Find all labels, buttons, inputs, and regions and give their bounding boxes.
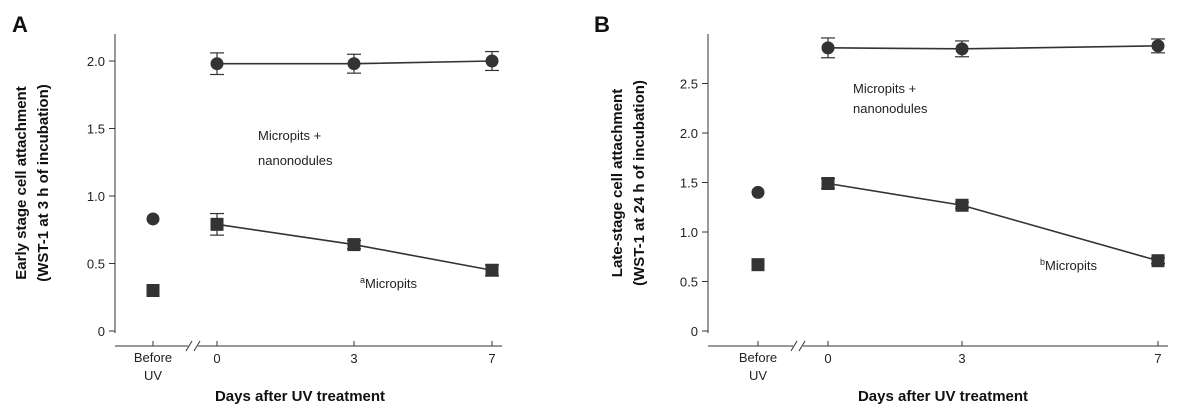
y-tick-label: 1.0 (680, 225, 698, 240)
data-point (1151, 39, 1165, 53)
series-circle: Micropits + nanonodules (146, 50, 499, 226)
series-label-text: Micropits (1045, 258, 1098, 273)
x-axis-title: Days after UV treatment (215, 388, 385, 405)
x-axis-title: Days after UV treatment (858, 388, 1028, 405)
axis-break-mark (790, 340, 798, 352)
x-tick-label: 7 (1154, 351, 1161, 366)
data-point (347, 238, 361, 252)
before-uv-label: UV (144, 368, 162, 383)
y-tick-label: 0.5 (87, 257, 105, 272)
y-tick-label: 0.5 (680, 275, 698, 290)
y-tick-label: 0 (98, 324, 105, 339)
y-tick-label: 2.0 (680, 126, 698, 141)
series-square: aMicropits (146, 212, 499, 297)
x-tick-label: 3 (350, 351, 357, 366)
y-axis-title: (WST-1 at 3 h of incubation) (35, 84, 52, 282)
series-circle: Micropits + nanonodules (751, 37, 1165, 199)
panel-label: B (594, 12, 610, 37)
data-point-before-uv (751, 185, 765, 199)
y-tick-label: 0 (691, 324, 698, 339)
axis-break-mark (185, 340, 193, 352)
series-square: bMicropits (751, 176, 1165, 273)
series-line (827, 45, 1159, 50)
data-point-before-uv (146, 284, 160, 297)
data-point (485, 263, 499, 277)
x-tick-label: 3 (958, 351, 965, 366)
series-label: bMicropits (1040, 257, 1098, 273)
data-point-before-uv (146, 212, 160, 226)
y-tick-label: 1.5 (87, 122, 105, 137)
data-point (1151, 254, 1165, 268)
axis-break-mark (798, 340, 806, 352)
series-label: aMicropits (360, 275, 418, 291)
y-axis-title: Early stage cell attachment (13, 86, 30, 279)
series-label: Micropits + (258, 128, 321, 143)
y-axis-title: (WST-1 at 24 h of incubation) (631, 80, 648, 286)
before-uv-label: Before (739, 350, 777, 365)
data-point-before-uv (751, 258, 765, 272)
chart-panel-b: B 0 0.5 1.0 1.5 2.0 2.5 0 3 7 Before UV Days after U… (594, 12, 1168, 405)
data-point (821, 41, 835, 55)
series-label: nanonodules (853, 101, 928, 116)
y-axis-title: Late-stage cell attachment (609, 89, 626, 277)
data-point (485, 54, 499, 68)
y-tick-label: 2.0 (87, 54, 105, 69)
data-point (210, 217, 224, 231)
before-uv-label: Before (134, 350, 172, 365)
y-tick-label: 1.0 (87, 189, 105, 204)
x-tick-label: 7 (488, 351, 495, 366)
data-point (955, 42, 969, 56)
data-point (347, 57, 361, 71)
series-label-superscript: a (360, 275, 365, 285)
x-tick-label: 0 (213, 351, 220, 366)
series-label: nanonodules (258, 153, 333, 168)
panel-label: A (12, 12, 28, 37)
x-tick-label: 0 (824, 351, 831, 366)
series-label-superscript: b (1040, 257, 1045, 267)
series-label-text: Micropits (365, 276, 418, 291)
data-point (955, 198, 969, 212)
series-line (827, 182, 1159, 262)
before-uv-label: UV (749, 368, 767, 383)
data-point (210, 57, 224, 71)
y-tick-label: 1.5 (680, 176, 698, 191)
y-tick-label: 2.5 (680, 77, 698, 92)
data-point (821, 176, 835, 190)
axis-break-mark (193, 340, 201, 352)
series-label: Micropits + (853, 81, 916, 96)
chart-panel-a: A 0 0.5 1.0 1.5 2.0 0 3 7 Before UV Days after UV t… (12, 12, 502, 405)
